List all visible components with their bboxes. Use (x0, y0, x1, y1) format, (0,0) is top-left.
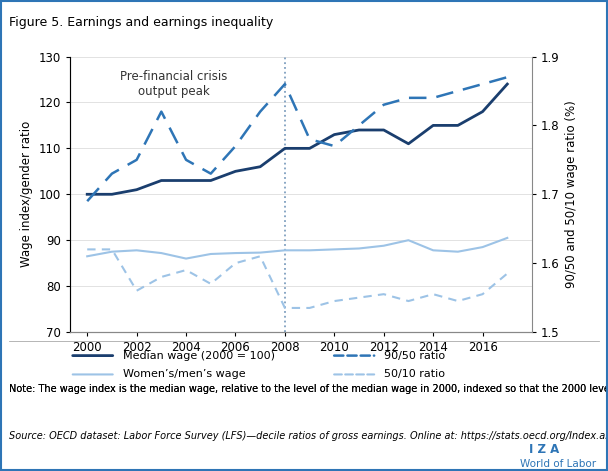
Text: Note: The wage index is the median wage, relative to the level of the median wag: Note: The wage index is the median wage,… (9, 384, 608, 394)
Text: I Z A: I Z A (529, 443, 559, 456)
Y-axis label: Wage index/gender ratio: Wage index/gender ratio (20, 121, 33, 268)
Text: 50/10 ratio: 50/10 ratio (384, 369, 445, 380)
Text: Note: The wage index is the median wage, relative to the level of the median wag: Note: The wage index is the median wage,… (9, 384, 608, 394)
Text: Women’s/men’s wage: Women’s/men’s wage (123, 369, 246, 380)
Y-axis label: 90/50 and 50/10 wage ratio (%): 90/50 and 50/10 wage ratio (%) (565, 100, 578, 288)
Text: Pre-financial crisis
output peak: Pre-financial crisis output peak (120, 70, 227, 98)
Text: World of Labor: World of Labor (520, 459, 596, 469)
Text: Figure 5. Earnings and earnings inequality: Figure 5. Earnings and earnings inequali… (9, 16, 274, 30)
Text: 90/50 ratio: 90/50 ratio (384, 350, 446, 361)
Text: Median wage (2000 = 100): Median wage (2000 = 100) (123, 350, 275, 361)
Text: Source: OECD dataset: Labor Force Survey (LFS)—decile ratios of gross earnings. : Source: OECD dataset: Labor Force Survey… (9, 431, 608, 441)
